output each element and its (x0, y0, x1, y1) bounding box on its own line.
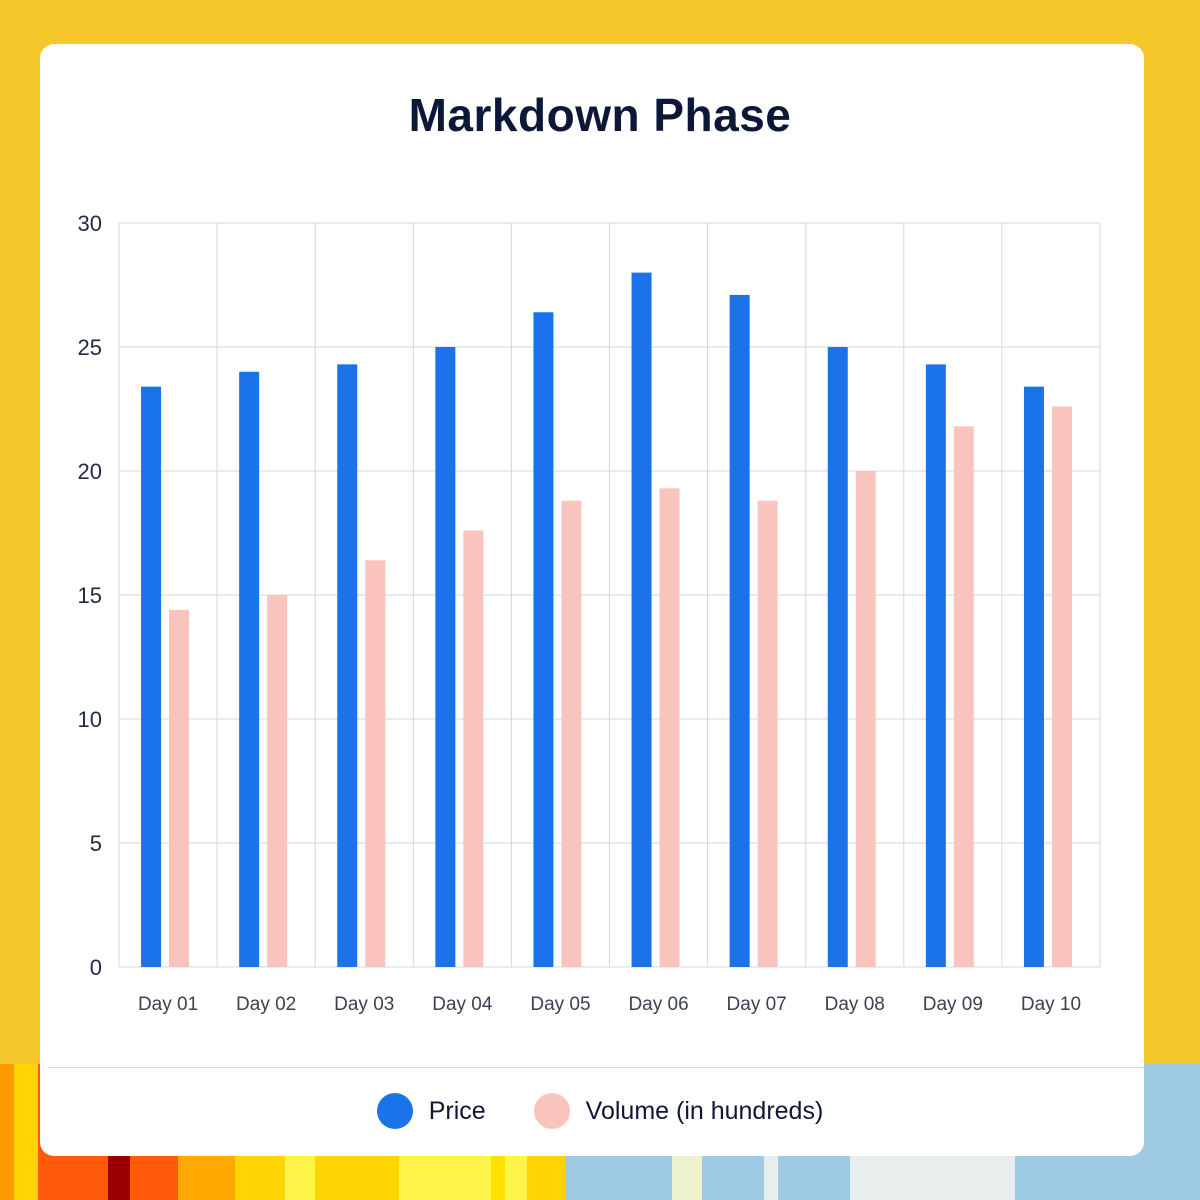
bar-volume (561, 500, 582, 967)
legend-swatch-price (376, 1093, 413, 1129)
chart-legend: Price Volume (in hundreds) (0, 1086, 1200, 1136)
y-tick-label: 5 (90, 831, 102, 856)
x-tick-label: Day 06 (628, 994, 688, 1015)
bar-volume (659, 488, 680, 967)
bar-volume (1051, 406, 1072, 967)
y-tick-label: 20 (78, 459, 102, 484)
y-tick-label: 0 (90, 955, 102, 980)
x-tick-label: Day 05 (530, 994, 590, 1015)
bar-price (631, 272, 652, 968)
y-tick-label: 15 (78, 583, 102, 608)
x-tick-label: Day 08 (825, 994, 885, 1015)
bar-price (1023, 386, 1044, 967)
strip-segment (13, 1064, 38, 1200)
y-tick-label: 25 (78, 335, 102, 360)
bar-price (141, 386, 162, 967)
legend-label-price: Price (428, 1096, 486, 1125)
bar-price (337, 364, 358, 967)
x-tick-label: Day 01 (138, 994, 198, 1015)
legend-swatch-volume (533, 1093, 570, 1129)
bar-volume (757, 500, 778, 967)
y-tick-label: 30 (78, 211, 102, 236)
bar-volume (365, 560, 386, 967)
legend-label-volume: Volume (in hundreds) (585, 1096, 824, 1125)
bar-volume (855, 471, 876, 967)
bar-price (533, 312, 554, 967)
bar-volume (169, 609, 190, 967)
x-tick-label: Day 03 (334, 994, 394, 1015)
bar-price (729, 294, 750, 967)
y-tick-label: 10 (78, 707, 102, 732)
legend-item-volume: Volume (in hundreds) (533, 1093, 824, 1129)
bar-price (925, 364, 946, 967)
x-tick-label: Day 10 (1021, 994, 1081, 1015)
chart-title: Markdown Phase (408, 89, 792, 141)
strip-segment (0, 1064, 14, 1200)
bar-price (239, 371, 260, 967)
x-tick-label: Day 04 (432, 994, 493, 1015)
x-tick-label: Day 02 (236, 994, 296, 1015)
legend-item-price: Price (376, 1093, 486, 1129)
bar-price (827, 347, 848, 967)
bar-volume (267, 595, 288, 967)
bar-volume (463, 530, 484, 967)
bar-price (435, 347, 456, 967)
bar-volume (953, 426, 974, 967)
x-tick-label: Day 09 (923, 994, 983, 1015)
legend-divider (48, 1067, 1144, 1068)
x-tick-label: Day 07 (727, 994, 787, 1015)
